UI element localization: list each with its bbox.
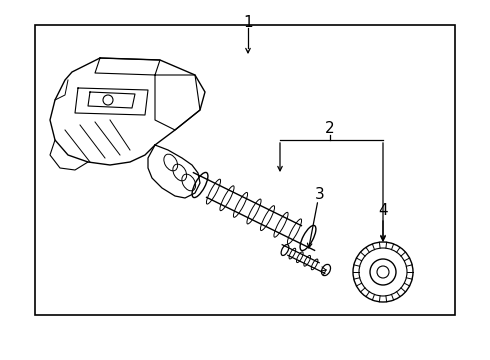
Text: 4: 4 — [378, 202, 388, 217]
Text: 3: 3 — [315, 186, 325, 202]
Text: 1: 1 — [243, 14, 253, 30]
Text: 2: 2 — [325, 121, 335, 135]
Bar — [35, 25, 455, 315]
